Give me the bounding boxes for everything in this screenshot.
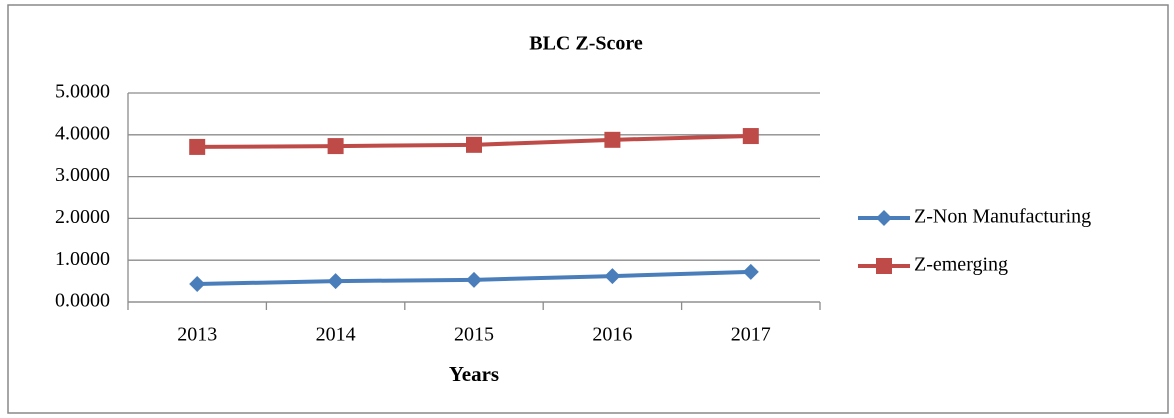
chart-title: BLC Z-Score: [529, 33, 643, 55]
x-tick-label: 2015: [454, 324, 494, 346]
y-tick-label: 0.0000: [55, 290, 110, 312]
x-axis-title: Years: [449, 362, 499, 386]
y-tick-label: 4.0000: [55, 122, 110, 144]
legend-marker: [876, 210, 892, 226]
legend-label: Z-Non Manufacturing: [914, 206, 1091, 228]
y-tick-label: 1.0000: [55, 248, 110, 270]
chart-border: [7, 4, 1169, 414]
y-tick-label: 2.0000: [55, 206, 110, 228]
x-tick-label: 2017: [731, 324, 771, 346]
x-tick-label: 2014: [316, 324, 356, 346]
y-tick-label: 3.0000: [55, 164, 110, 186]
x-tick-label: 2016: [592, 324, 632, 346]
data-point: [189, 138, 206, 155]
data-point: [604, 131, 621, 148]
data-point: [604, 268, 621, 285]
data-point: [189, 276, 206, 293]
data-point: [327, 273, 344, 290]
legend-label: Z-emerging: [914, 254, 1008, 276]
data-point: [466, 271, 482, 288]
data-point: [327, 138, 344, 155]
data-point: [742, 263, 759, 280]
legend-marker: [876, 258, 892, 274]
y-tick-label: 5.0000: [55, 81, 110, 103]
x-tick-label: 2013: [177, 324, 217, 346]
data-point: [742, 128, 759, 145]
data-point: [466, 136, 482, 153]
